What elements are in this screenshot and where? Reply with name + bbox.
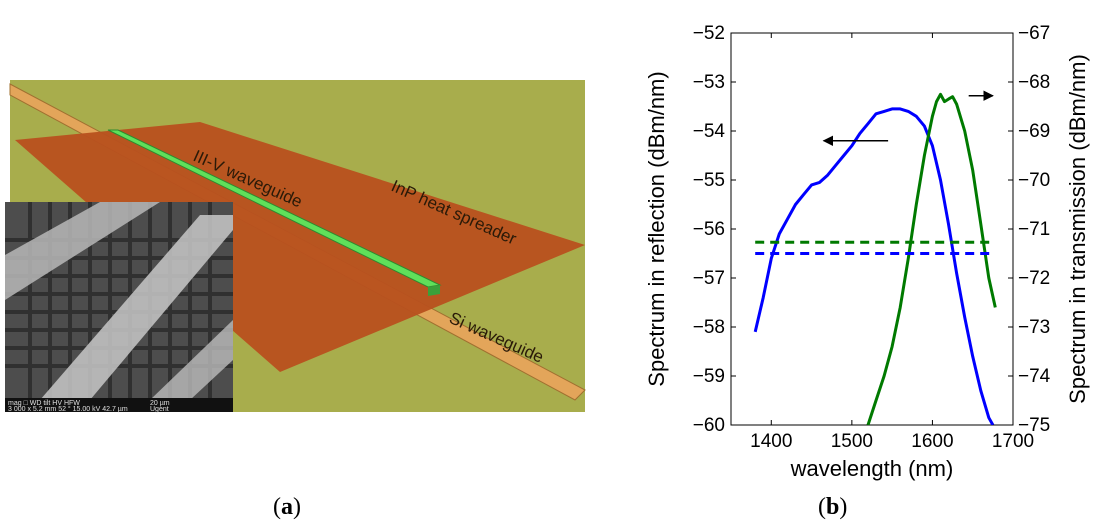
y-right-axis-label: Spectrum in transmission (dBm/nm): [1065, 54, 1090, 404]
x-tick-label: 1600: [911, 431, 953, 452]
y-right-tick-label: −70: [1018, 170, 1050, 191]
plot-frame: [730, 32, 1014, 426]
y-right-tick-label: −68: [1018, 72, 1050, 93]
y-left-tick-label: −60: [693, 415, 725, 436]
y-right-tick-label: −67: [1018, 23, 1050, 44]
y-right-tick-label: −69: [1018, 121, 1050, 142]
x-axis-label: wavelength (nm): [790, 456, 954, 481]
y-left-tick-label: −57: [693, 268, 725, 289]
y-left-tick-label: −52: [693, 23, 725, 44]
y-left-axis-label: Spectrum in reflection (dBm/nm): [644, 71, 669, 386]
spectrum-curve: [753, 107, 995, 425]
y-left-tick-label: −58: [693, 317, 725, 338]
caption-a: (a): [273, 494, 301, 520]
y-right-tick-label: −71: [1018, 219, 1050, 240]
sem-logo-text: Ugent: [150, 406, 169, 413]
sem-info-line1: mag □ WD tilt HV HFW: [8, 400, 80, 407]
y-left-tick-label: −59: [693, 366, 725, 387]
x-tick-label: 1700: [992, 431, 1034, 452]
sem-image-inset: mag □ WD tilt HV HFW 3 000 x 5.2 mm 52 °…: [5, 202, 233, 413]
x-tick-label: 1400: [750, 431, 792, 452]
x-tick-label: 1500: [831, 431, 873, 452]
inp-heat-spreader: [15, 122, 585, 372]
y-left-tick-label: −54: [693, 121, 726, 142]
y-right-tick-label: −72: [1018, 268, 1050, 289]
y-right-tick-label: −73: [1018, 317, 1050, 338]
spectrum-curve: [866, 92, 997, 425]
caption-b: (b): [818, 494, 848, 520]
y-left-tick-label: −56: [693, 219, 725, 240]
iii-v-waveguide-side: [428, 285, 440, 296]
y-left-tick-label: −55: [693, 170, 725, 191]
y-right-tick-label: −74: [1018, 366, 1051, 387]
device-illustration: mag □ WD tilt HV HFW 3 000 x 5.2 mm 52 °…: [5, 80, 586, 413]
sem-scale-label: 20 µm: [150, 400, 170, 407]
y-left-tick-label: −53: [693, 72, 725, 93]
sem-info-line2: 3 000 x 5.2 mm 52 ° 15.00 kV 42.7 µm: [8, 405, 128, 413]
y-right-tick-label: −75: [1018, 415, 1050, 436]
